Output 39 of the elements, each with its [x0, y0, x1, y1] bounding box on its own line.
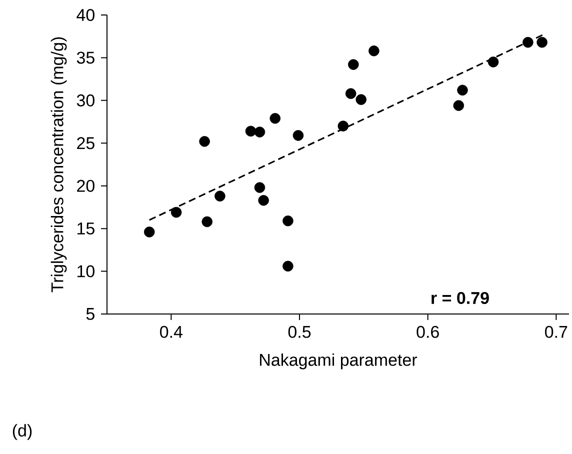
x-axis-title: Nakagami parameter — [260, 353, 418, 370]
point — [254, 126, 266, 138]
point — [258, 195, 269, 206]
point — [254, 182, 266, 193]
x-tick-label: 0.5 — [288, 326, 311, 338]
x-tick-label: 0.4 — [160, 326, 182, 338]
point — [214, 190, 226, 202]
y-axis-title: Triglycerides concentration (mg/g) — [50, 37, 67, 292]
point — [356, 94, 366, 105]
point — [270, 112, 280, 124]
point — [536, 36, 548, 48]
x-tick-label: 0.6 — [416, 326, 439, 338]
point — [282, 216, 294, 226]
y-tick-label: 40 — [76, 8, 94, 22]
point — [453, 100, 464, 111]
point — [292, 130, 304, 141]
point — [144, 226, 155, 238]
point — [457, 84, 468, 96]
y-tick-label: 20 — [77, 180, 94, 192]
y-tick-label: 25 — [77, 137, 94, 150]
point — [522, 36, 534, 48]
point — [488, 56, 499, 68]
point — [348, 59, 359, 70]
point — [245, 126, 256, 137]
y-tick-label: 10 — [78, 265, 94, 278]
x-tick-label: 0.7 — [545, 326, 568, 338]
point — [170, 206, 182, 218]
point — [338, 120, 349, 132]
y-tick-label: 35 — [76, 52, 94, 64]
point — [345, 88, 356, 99]
y-tick-label: 30 — [76, 94, 94, 106]
point — [368, 45, 380, 56]
y-tick-label: 5 — [86, 308, 94, 320]
text: (d) — [12, 424, 32, 440]
point — [202, 216, 212, 228]
y-tick-label: 15 — [78, 222, 94, 235]
point — [199, 136, 210, 147]
point — [282, 260, 294, 272]
annotation: r = 0.79 — [432, 292, 489, 304]
